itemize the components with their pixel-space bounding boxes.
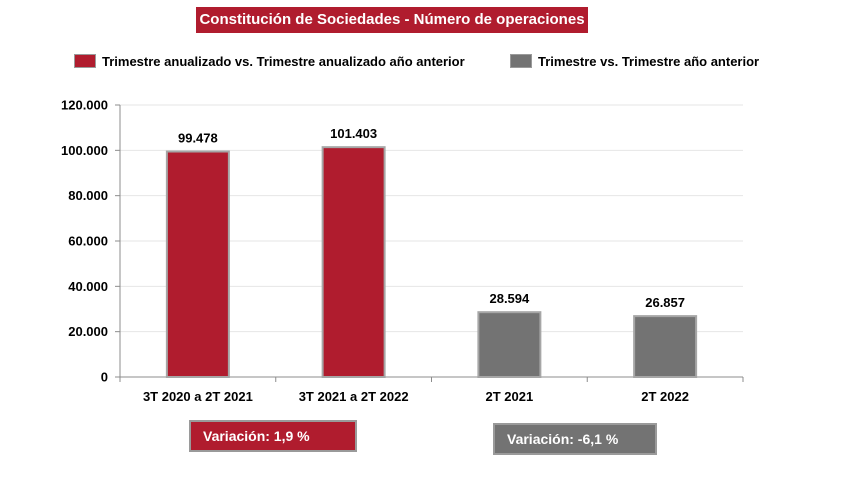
y-tick-label: 100.000	[61, 143, 108, 158]
legend-label-annualized: Trimestre anualizado vs. Trimestre anual…	[102, 53, 465, 69]
legend-swatch-quarterly	[510, 54, 532, 68]
bar-value-label: 101.403	[330, 126, 377, 141]
variation-box-annualized: Variación: 1,9 %	[189, 420, 357, 452]
y-tick-label: 60.000	[68, 234, 108, 249]
bar	[633, 315, 698, 379]
chart-title: Constitución de Sociedades - Número de o…	[196, 7, 588, 33]
x-tick-label: 2T 2022	[641, 389, 689, 404]
bar-value-label: 26.857	[645, 295, 685, 310]
variation-box-quarterly: Variación: -6,1 %	[493, 423, 657, 455]
bar-value-label: 99.478	[178, 131, 218, 146]
legend-item-quarterly: Trimestre vs. Trimestre año anterior	[510, 52, 759, 70]
bar	[477, 311, 542, 378]
x-tick-label: 3T 2020 a 2T 2021	[143, 389, 253, 404]
bar-value-label: 28.594	[489, 291, 530, 306]
legend-item-annualized: Trimestre anualizado vs. Trimestre anual…	[74, 52, 465, 70]
y-tick-label: 40.000	[68, 279, 108, 294]
x-tick-label: 3T 2021 a 2T 2022	[299, 389, 409, 404]
legend-swatch-annualized	[74, 54, 96, 68]
bar	[165, 150, 230, 378]
bar	[321, 146, 386, 378]
y-tick-label: 120.000	[61, 98, 108, 113]
legend-label-quarterly: Trimestre vs. Trimestre año anterior	[538, 53, 760, 69]
y-tick-label: 20.000	[68, 324, 108, 339]
y-tick-label: 80.000	[68, 188, 108, 203]
x-tick-label: 2T 2021	[486, 389, 534, 404]
y-tick-label: 0	[101, 370, 108, 385]
